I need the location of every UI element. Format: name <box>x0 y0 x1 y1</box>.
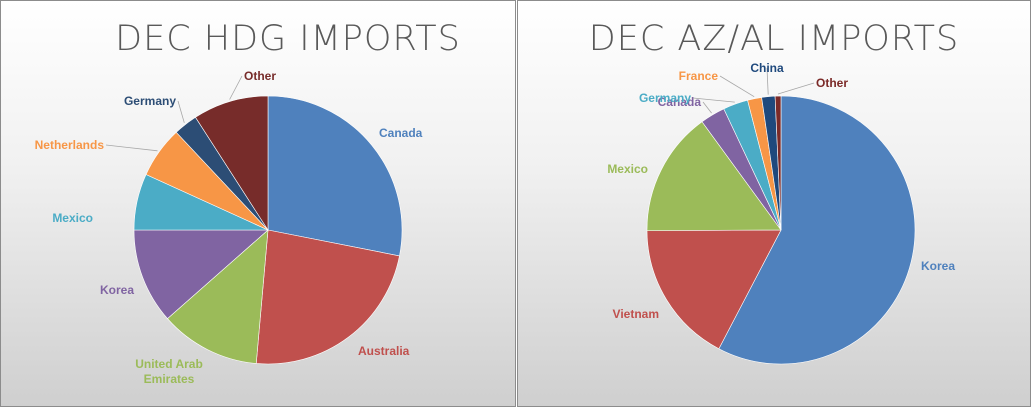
slice-label: Mexico <box>52 211 93 225</box>
leader-line <box>719 75 755 98</box>
hdg-pie-chart: Canada Australia United Arab Emirates Korea M… <box>35 69 423 386</box>
pie-slice-australia <box>255 229 400 365</box>
chart-title: DEC HDG IMPORTS <box>115 19 461 59</box>
slice-label: China <box>750 61 784 75</box>
slice-label: Mexico <box>607 162 648 176</box>
slice-label: Korea <box>100 283 134 297</box>
pie-slice-other <box>774 95 782 231</box>
slice-label: Korea <box>921 259 955 273</box>
hdg-imports-panel: DEC HDG IMPORTS Canada Australia United Ar… <box>0 0 516 407</box>
pie-slice-korea <box>133 229 269 320</box>
pie-slice-other <box>195 95 269 232</box>
pie-slice-vietnam <box>646 229 782 350</box>
slice-label: Vietnam <box>613 307 659 321</box>
slice-label: Other <box>244 69 276 83</box>
leader-line <box>692 97 735 103</box>
slice-label: Germany <box>639 91 691 105</box>
slice-label: United Arab Emirates <box>135 357 203 386</box>
slice-label: Netherlands <box>35 138 105 152</box>
leader-line <box>766 67 769 95</box>
slice-label: Other <box>816 76 848 90</box>
leader-line <box>702 101 712 114</box>
slice-label: Australia <box>358 344 410 358</box>
leader-line <box>105 144 158 152</box>
pie-slice-mexico <box>646 121 782 231</box>
leader-line <box>777 82 815 95</box>
azal-imports-panel: DEC AZ/AL IMPORTS Korea Vietnam Mexico Cana… <box>517 0 1031 407</box>
pie-slice-canada <box>267 95 403 257</box>
slice-label: France <box>679 69 719 83</box>
leader-line <box>229 75 243 100</box>
slice-label: Germany <box>124 94 176 108</box>
chart-title: DEC AZ/AL IMPORTS <box>588 19 960 59</box>
leader-line <box>177 100 185 123</box>
slice-label: Canada <box>658 95 702 109</box>
pie-slice-united-arab-emirates <box>167 229 269 364</box>
pie-slice-korea <box>718 95 916 365</box>
slice-label: Canada <box>379 126 423 140</box>
